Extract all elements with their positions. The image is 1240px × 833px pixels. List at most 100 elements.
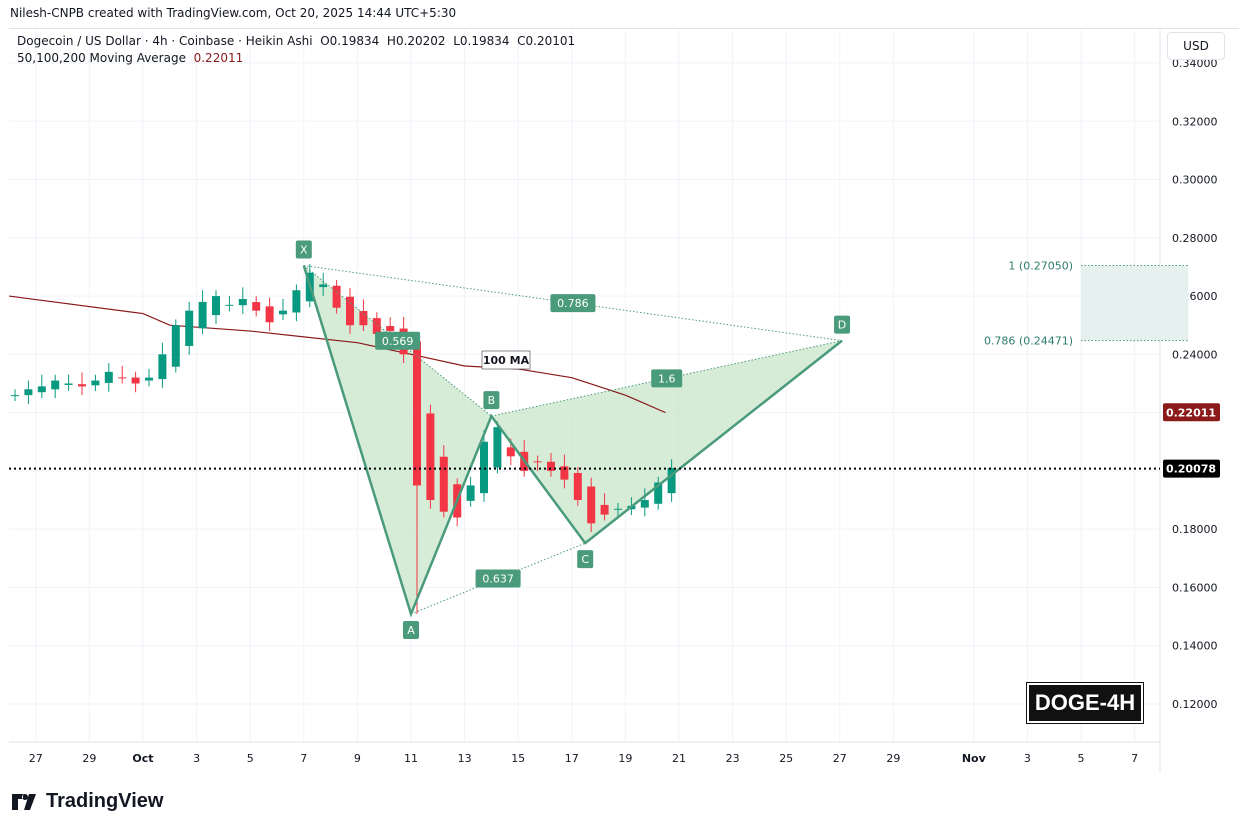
candle-body — [252, 302, 261, 311]
candle-body — [426, 413, 435, 501]
ma-name-label: 100 MA — [483, 354, 530, 367]
candle-body — [640, 500, 649, 508]
candle-body — [292, 290, 301, 313]
candle-body — [265, 306, 274, 323]
doge-4h-badge: DOGE-4H — [1026, 682, 1144, 724]
ratio-label-box — [475, 569, 521, 588]
ratio-label: 0.637 — [482, 573, 514, 586]
last-price-tag — [1163, 459, 1220, 478]
candle-body — [158, 354, 167, 380]
chart-frame — [9, 28, 1239, 774]
x-tick-label: 23 — [726, 752, 740, 765]
pattern-point-box — [483, 391, 500, 410]
x-tick-label: 27 — [29, 752, 43, 765]
pattern-point-label: X — [300, 243, 308, 256]
ma-name-box — [481, 350, 531, 370]
candle-body — [11, 395, 19, 397]
candle-body — [372, 318, 381, 334]
pattern-point-box — [577, 550, 594, 569]
symbol-legend: Dogecoin / US Dollar · 4h · Coinbase · H… — [17, 34, 575, 48]
candle-body — [225, 304, 234, 306]
y-tick-label: 0.34000 — [1172, 57, 1218, 70]
candle-body — [78, 384, 86, 387]
x-tick-label: 11 — [404, 752, 418, 765]
ma-value: 0.22011 — [193, 51, 244, 65]
symbol-title: Dogecoin / US Dollar · 4h · Coinbase · H… — [17, 34, 313, 48]
candle-body — [91, 380, 100, 386]
logo-text: TradingView — [46, 790, 164, 812]
candle-body — [547, 461, 555, 471]
candle-body — [332, 285, 341, 308]
y-tick-label: 0.18000 — [1172, 523, 1218, 536]
candle-body — [212, 296, 220, 316]
tradingview-logo[interactable]: TradingView — [12, 790, 163, 813]
ratio-line — [303, 264, 843, 342]
candle-body — [359, 310, 368, 326]
ratio-label-box — [375, 331, 421, 350]
candle-body — [600, 504, 609, 515]
candle-body — [386, 326, 395, 332]
candle-body — [319, 284, 328, 288]
x-tick-label: 13 — [458, 752, 472, 765]
candle-body — [64, 383, 73, 385]
currency-button[interactable]: USD — [1167, 32, 1225, 60]
candle-body — [413, 341, 421, 486]
candle-body — [439, 456, 448, 512]
candle-body — [145, 377, 153, 381]
x-tick-label: Nov — [962, 752, 987, 765]
candle-body — [573, 472, 582, 501]
candle-body — [118, 377, 127, 379]
candle-body — [238, 298, 247, 306]
x-tick-label: 5 — [1078, 752, 1085, 765]
ma-price-tag — [1163, 403, 1220, 422]
x-tick-label: 15 — [511, 752, 525, 765]
ratio-label: 0.569 — [382, 335, 414, 348]
candle-body — [104, 371, 113, 383]
candle-body — [279, 310, 287, 315]
y-tick-label: 0.32000 — [1172, 115, 1218, 128]
candle-body — [587, 486, 596, 524]
pattern-point-label: A — [407, 624, 415, 637]
ratio-label-box — [550, 294, 596, 313]
x-tick-label: 9 — [354, 752, 361, 765]
candle-body — [51, 380, 60, 390]
pattern-point-label: D — [838, 319, 846, 332]
y-tick-label: 0.16000 — [1172, 581, 1218, 594]
y-tick-label: 0.28000 — [1172, 232, 1218, 245]
attribution: Nilesh-CNPB created with TradingView.com… — [10, 6, 457, 20]
x-tick-label: 7 — [1131, 752, 1138, 765]
x-tick-label: 3 — [1024, 752, 1031, 765]
candle-body — [346, 296, 354, 326]
candle-body — [614, 508, 622, 510]
x-tick-label: 7 — [300, 752, 307, 765]
ohlc-values: O0.19834 H0.20202 L0.19834 C0.20101 — [320, 34, 576, 48]
candle-body — [466, 485, 475, 501]
y-tick-label: 0.12000 — [1172, 698, 1218, 711]
pattern-point-box — [403, 620, 419, 639]
candle-body — [560, 466, 569, 480]
ma-legend: 50,100,200 Moving Average 0.22011 — [17, 51, 243, 65]
pattern-point-box — [295, 240, 312, 259]
last-price-label: 0.20078 — [1166, 463, 1216, 476]
x-tick-label: 17 — [565, 752, 579, 765]
pattern-point-box — [834, 315, 851, 334]
candle-body — [198, 301, 207, 329]
x-tick-label: 25 — [779, 752, 793, 765]
candle-body — [131, 377, 140, 384]
candle-body — [480, 441, 488, 494]
x-tick-label: 3 — [193, 752, 200, 765]
ma-label: 50,100,200 Moving Average — [17, 51, 186, 65]
pattern-xab-fill — [303, 265, 492, 614]
candle-body — [171, 325, 180, 367]
target-zone — [1081, 265, 1189, 341]
candle-body — [654, 482, 663, 504]
candle-body — [506, 447, 515, 457]
candle-body — [533, 461, 542, 463]
target-level-label: 1 (0.27050) — [1008, 259, 1073, 272]
y-tick-label: 0.30000 — [1172, 174, 1218, 187]
candle-body — [24, 389, 33, 396]
candle-body — [667, 467, 676, 494]
ma-price-label: 0.22011 — [1166, 406, 1216, 419]
candle-body — [37, 386, 46, 393]
